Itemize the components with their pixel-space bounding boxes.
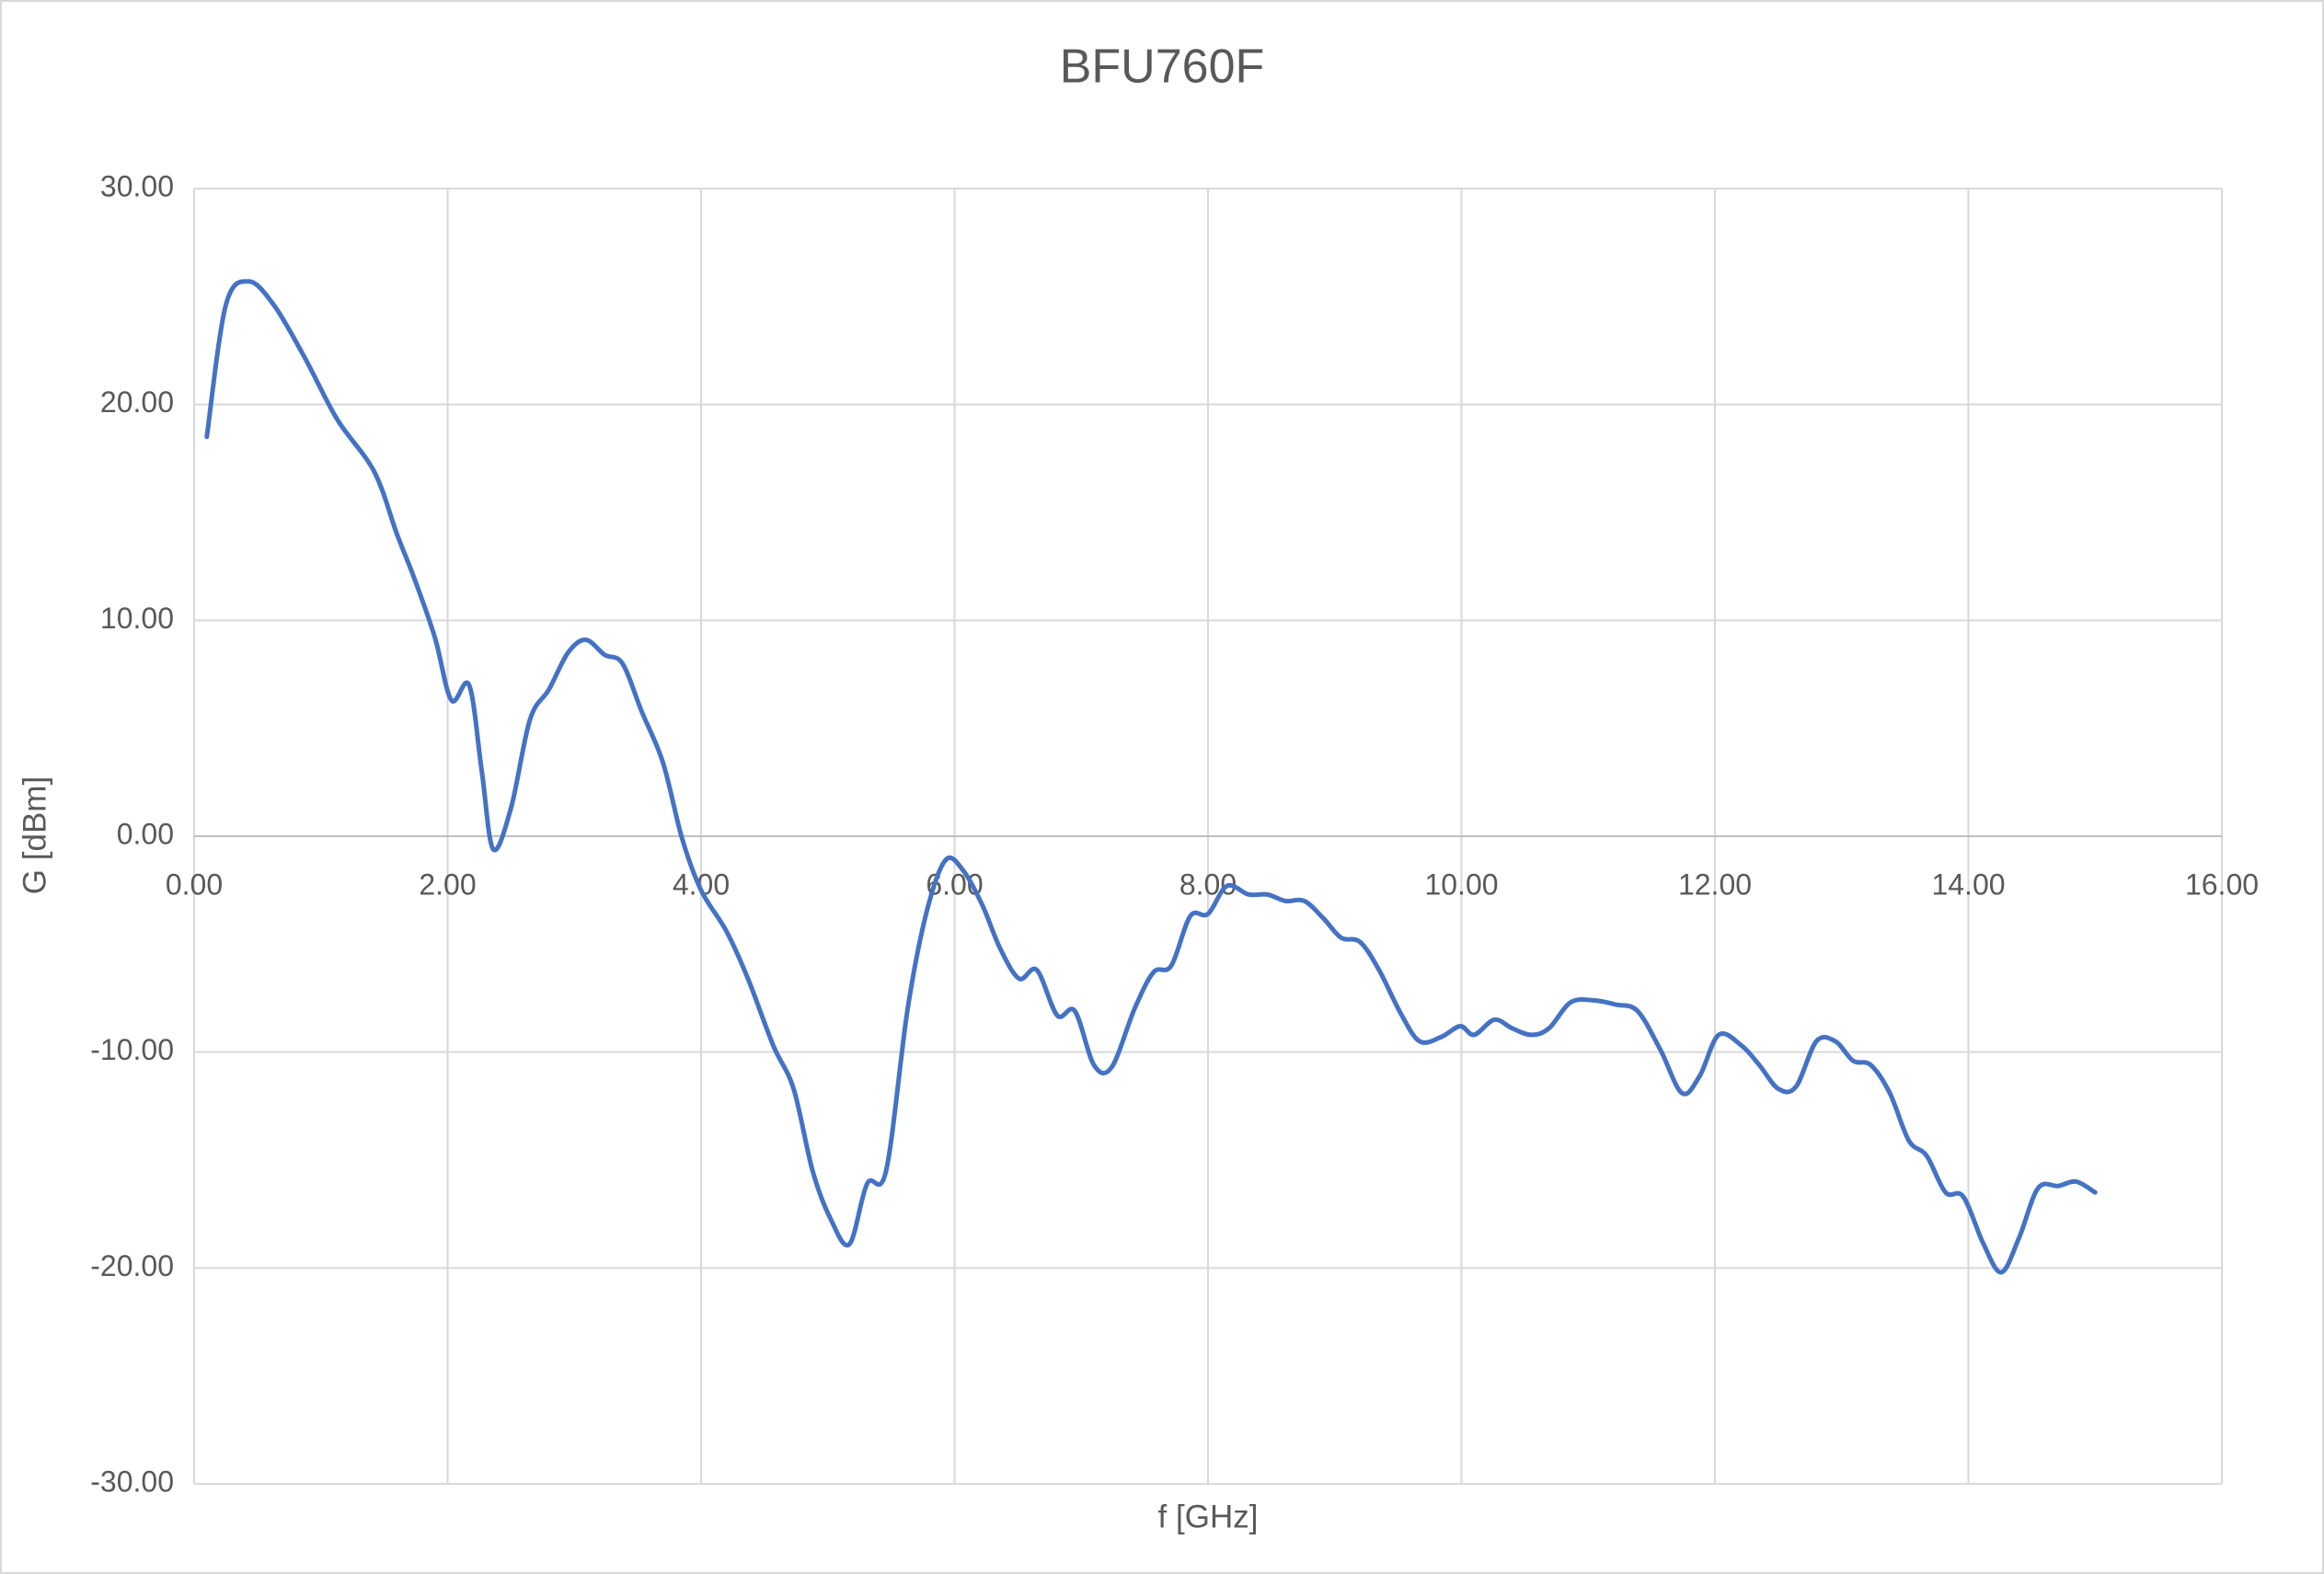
- x-tick-label: 12.00: [1678, 867, 1752, 901]
- y-tick-label: -10.00: [90, 1033, 174, 1066]
- x-tick-label: 0.00: [166, 867, 223, 901]
- x-tick-label: 10.00: [1424, 867, 1498, 901]
- x-tick-label: 14.00: [1931, 867, 2005, 901]
- x-tick-label: 4.00: [673, 867, 730, 901]
- y-axis-title: G [dBm]: [17, 776, 52, 894]
- y-tick-label: 20.00: [100, 385, 174, 419]
- x-tick-label: 2.00: [419, 867, 476, 901]
- x-axis-title: f [GHz]: [1158, 1499, 1259, 1534]
- data-line: [204, 279, 2098, 1275]
- y-tick-label: 0.00: [117, 817, 174, 850]
- y-tick-label: -30.00: [90, 1465, 174, 1498]
- y-tick-label: 30.00: [100, 169, 174, 202]
- y-tick-label: -20.00: [90, 1249, 174, 1282]
- x-tick-label: 16.00: [2185, 867, 2259, 901]
- y-tick-label: 10.00: [100, 602, 174, 635]
- chart-title: BFU760F: [1060, 40, 1265, 94]
